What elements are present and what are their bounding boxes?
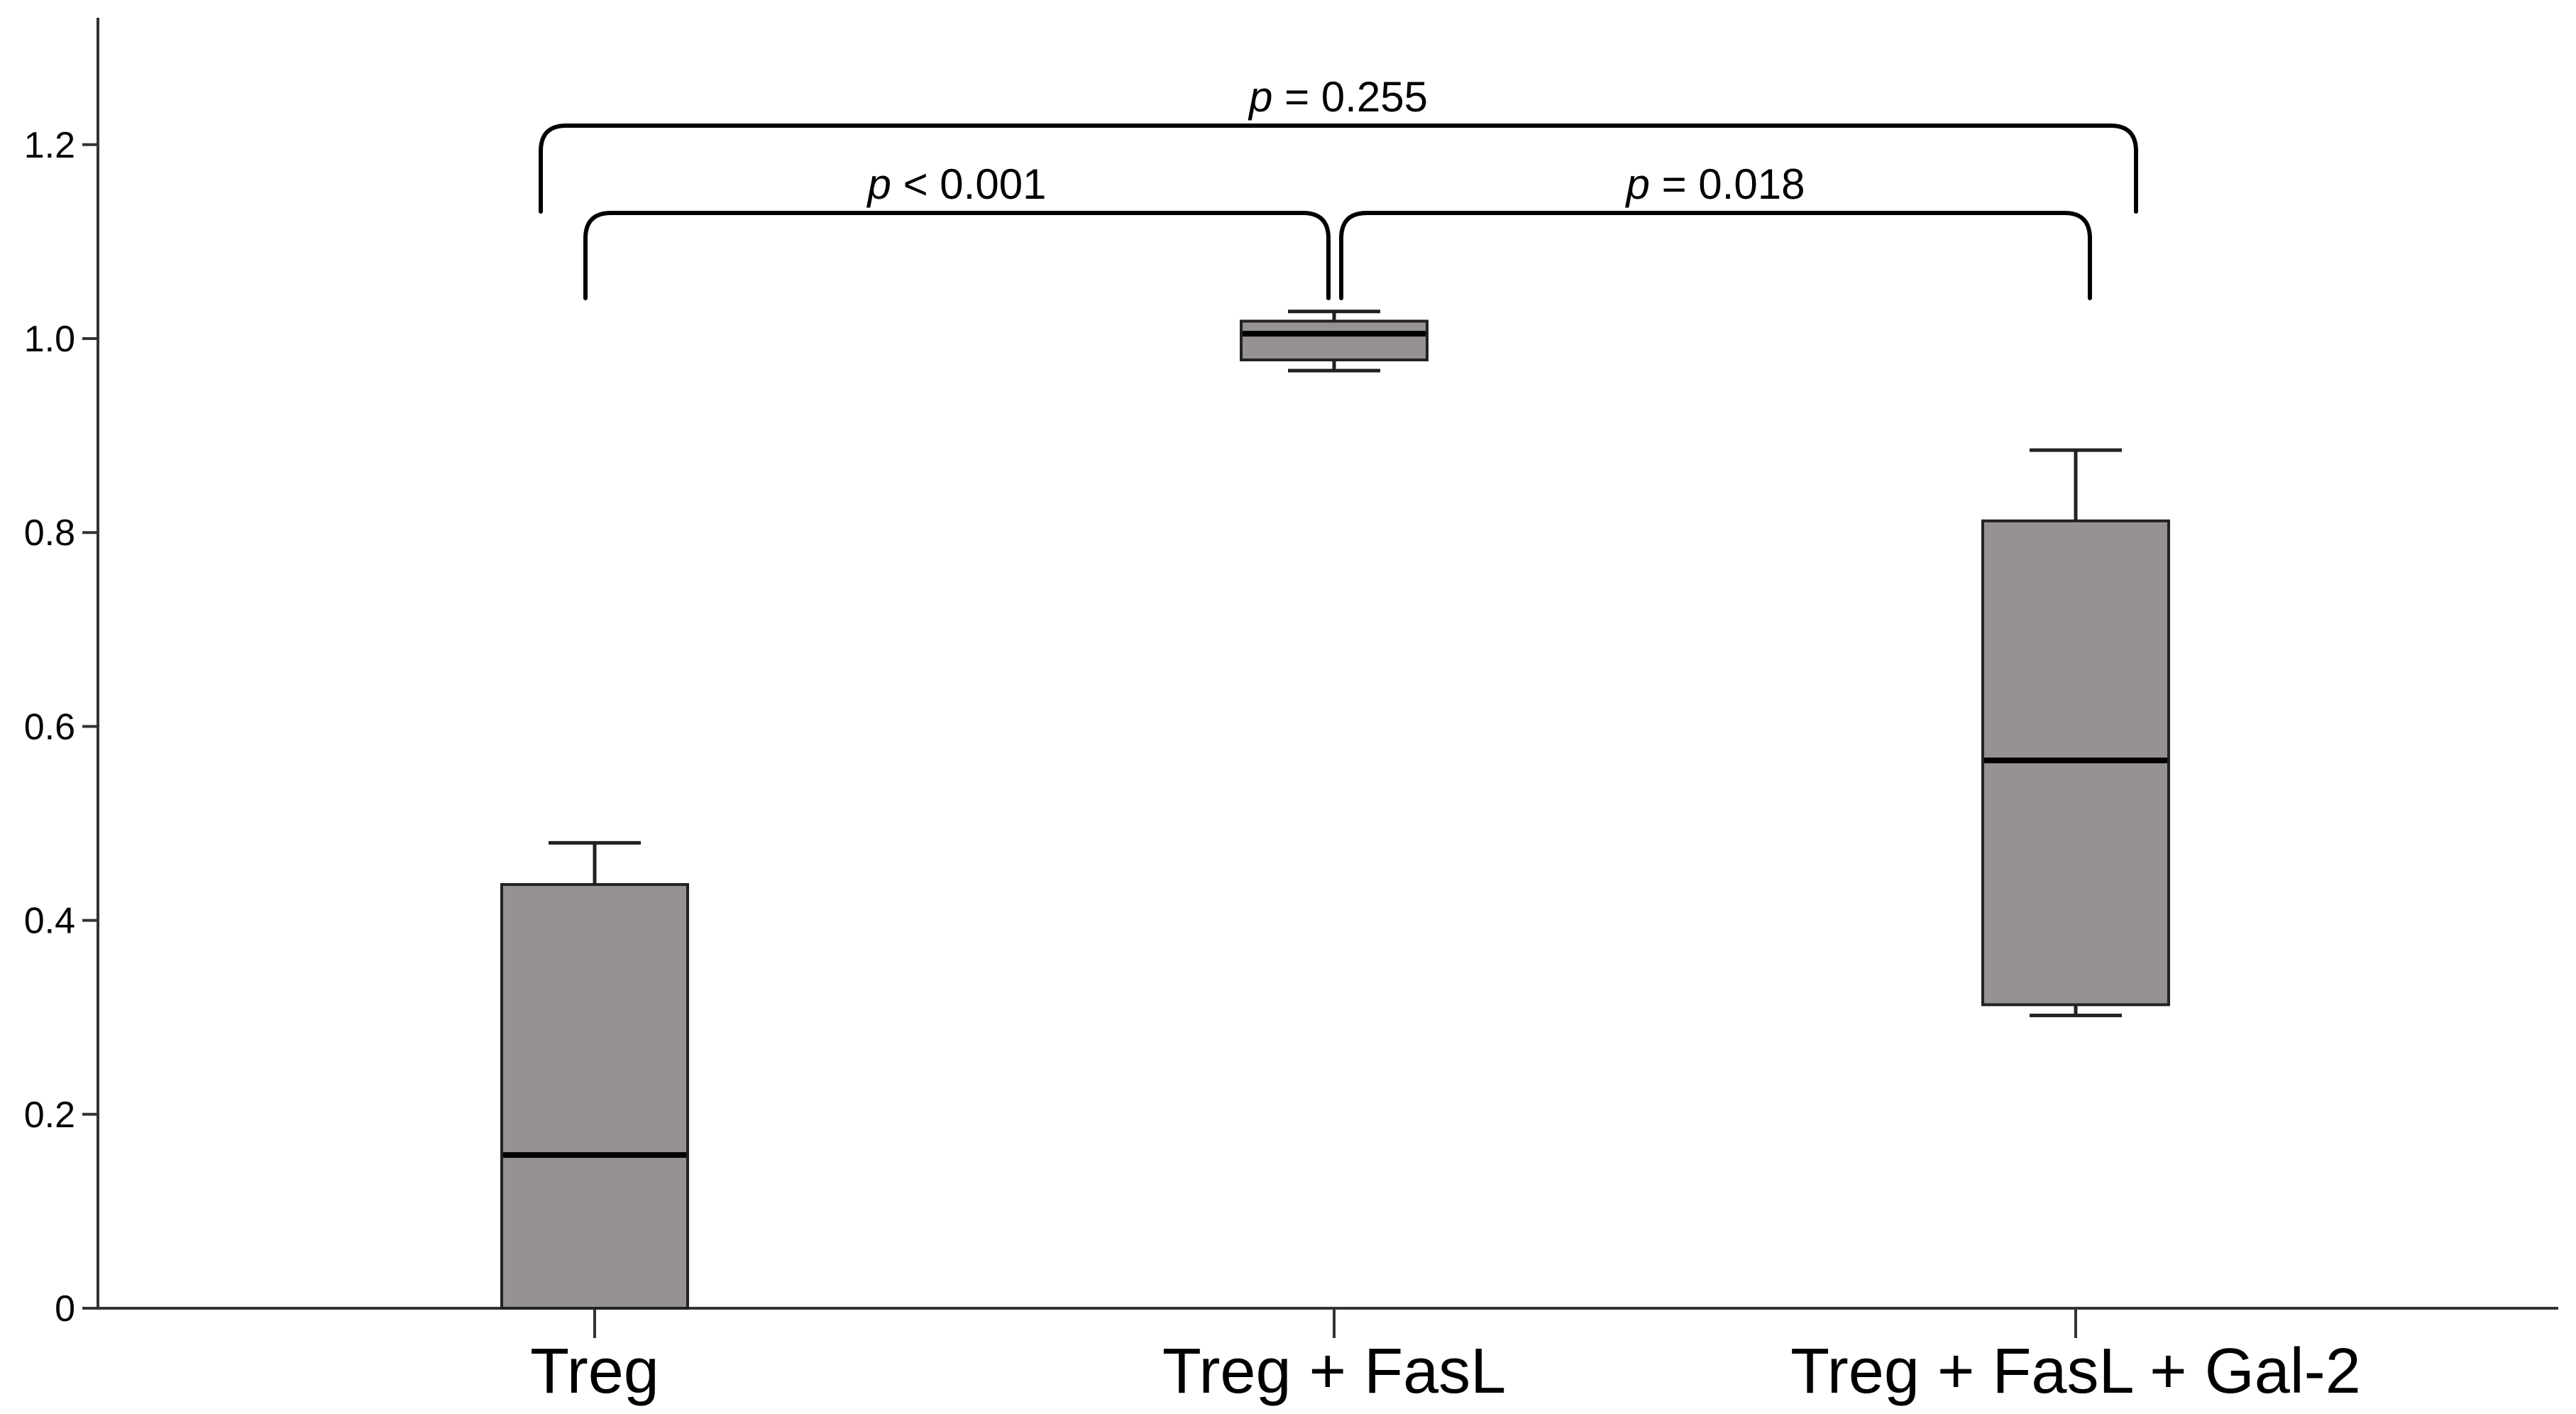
box-group — [500, 840, 689, 1310]
y-ticks: 0 0.2 0.4 0.6 0.8 1.0 1.2 — [24, 125, 98, 1330]
y-tick-label: 0.2 — [24, 1095, 75, 1136]
y-tick-label: 0.8 — [24, 513, 75, 554]
comparison-bracket: p = 0.018 — [1339, 160, 2092, 300]
box-iqr — [500, 883, 689, 1310]
p-value-text: = 0.255 — [1272, 73, 1428, 121]
p-value-label: p < 0.001 — [866, 160, 1047, 208]
p-value-label: p = 0.255 — [1248, 73, 1428, 121]
y-tick-label: 0.4 — [24, 901, 75, 942]
box-group — [1240, 309, 1429, 373]
x-ticks: Treg Treg + FasL Treg + FasL + Gal-2 — [530, 1308, 2361, 1407]
p-value-label: p = 0.018 — [1625, 160, 1805, 208]
category-label: Treg + FasL + Gal-2 — [1790, 1336, 2361, 1407]
p-symbol: p — [1625, 160, 1650, 208]
y-tick-label: 1.2 — [24, 125, 75, 166]
boxes — [500, 309, 2170, 1310]
comparison-bracket: p < 0.001 — [583, 160, 1331, 300]
p-value-text: = 0.018 — [1650, 160, 1805, 208]
category-label: Treg + FasL — [1162, 1336, 1506, 1407]
y-tick-label: 0.6 — [24, 706, 75, 747]
comparison-bracket: p = 0.255 — [539, 73, 2138, 214]
bracket-path — [1339, 211, 2092, 300]
axes — [97, 18, 2558, 1310]
box-group — [1981, 448, 2170, 1017]
bracket-path — [539, 124, 2138, 214]
category-label: Treg — [530, 1336, 659, 1407]
box-iqr — [1240, 319, 1429, 362]
y-tick-label: 1.0 — [24, 319, 75, 360]
p-value-text: < 0.001 — [891, 160, 1047, 208]
bracket-path — [583, 211, 1331, 300]
p-symbol: p — [1248, 73, 1272, 121]
p-symbol: p — [866, 160, 891, 208]
y-tick-label: 0 — [55, 1288, 75, 1330]
